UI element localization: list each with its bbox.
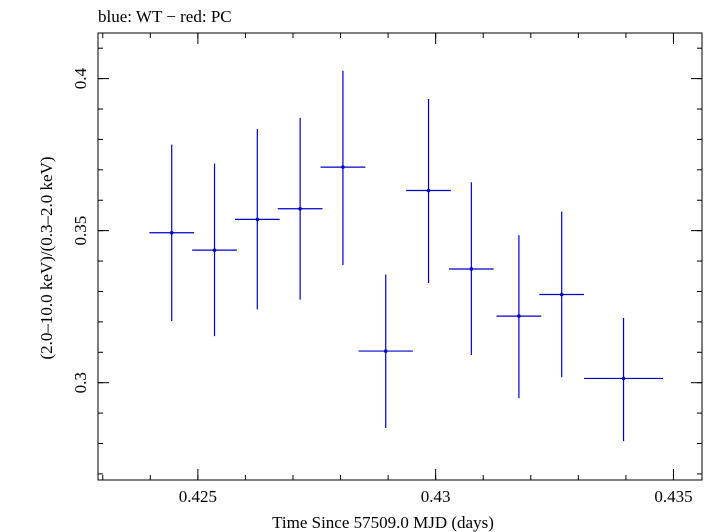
data-marker	[298, 206, 302, 211]
data-point	[496, 235, 542, 399]
chart-title: blue: WT − red: PC	[98, 7, 232, 26]
data-point	[406, 98, 451, 283]
data-marker	[255, 217, 260, 222]
data-marker	[383, 349, 388, 353]
x-axis-label: Time Since 57509.0 MJD (days)	[272, 513, 494, 532]
data-point	[277, 117, 323, 300]
data-marker	[621, 376, 626, 381]
x-axis: 0.425 0.43 0.435	[102, 33, 693, 506]
data-marker	[169, 230, 174, 235]
data-point	[320, 70, 366, 266]
data-marker	[469, 267, 474, 271]
plot-frame	[97, 32, 703, 481]
x-tick-label: 0.435	[654, 487, 692, 506]
x-tick-label: 0.425	[179, 487, 217, 506]
data-marker	[559, 292, 564, 297]
y-axis: 0.3 0.35 0.4	[71, 47, 702, 475]
data-marker	[426, 188, 431, 193]
y-tick-label: 0.4	[71, 67, 90, 89]
data-marker	[341, 165, 345, 169]
data-point	[584, 317, 664, 442]
data-point	[149, 144, 195, 321]
data-marker	[517, 314, 521, 318]
data-point	[358, 274, 413, 429]
data-marker	[212, 248, 217, 252]
data-point	[539, 211, 585, 378]
data-point	[448, 182, 494, 356]
data-point	[234, 129, 280, 310]
data-point	[192, 163, 237, 337]
y-tick-label: 0.3	[71, 372, 90, 393]
y-axis-label: (2.0–10.0 keV)/(0.3–2.0 keV)	[37, 156, 56, 359]
x-tick-label: 0.43	[421, 487, 451, 506]
data-series	[149, 70, 664, 442]
y-tick-label: 0.35	[71, 216, 90, 246]
